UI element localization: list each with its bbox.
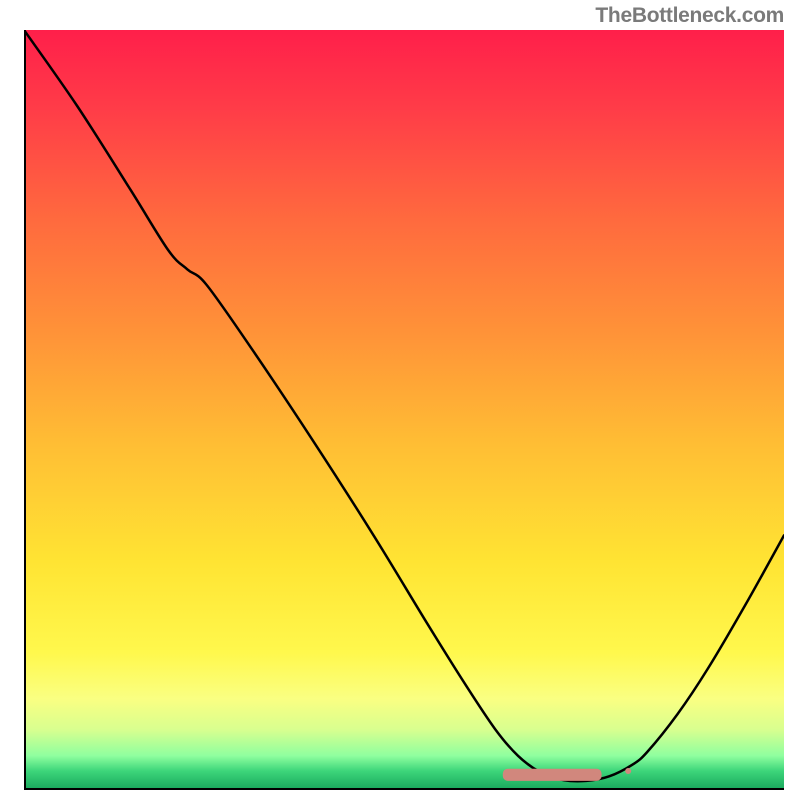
chart-container: TheBottleneck.com <box>0 0 800 800</box>
watermark-text: TheBottleneck.com <box>595 4 784 28</box>
chart-gradient-bg <box>24 30 784 790</box>
plot-area <box>24 30 784 790</box>
chart-svg <box>24 30 784 790</box>
